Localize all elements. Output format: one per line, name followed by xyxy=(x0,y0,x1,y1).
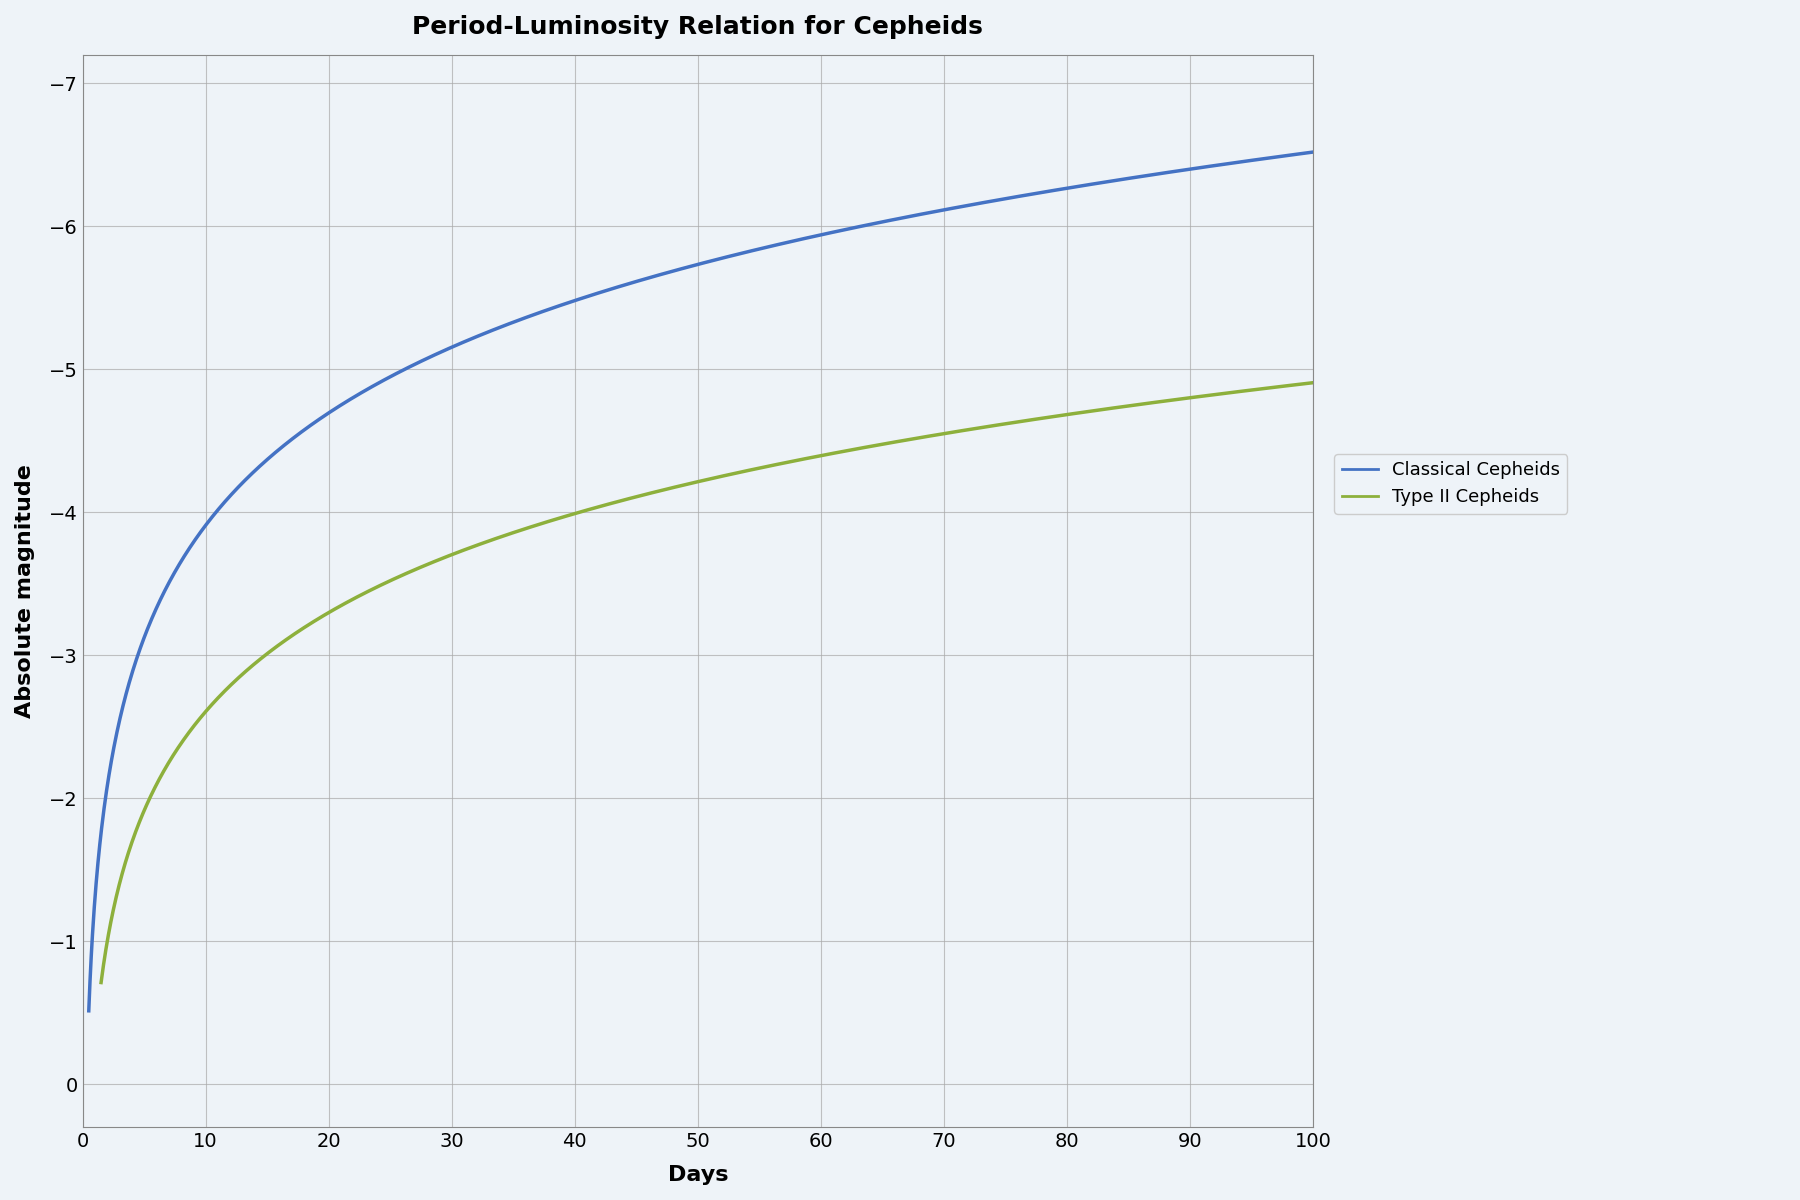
Type II Cepheids xyxy=(1044,409,1066,424)
Classical Cepheids xyxy=(673,260,695,275)
Classical Cepheids xyxy=(641,270,662,284)
Classical Cepheids xyxy=(1265,150,1287,164)
Type II Cepheids xyxy=(1267,379,1289,394)
Line: Classical Cepheids: Classical Cepheids xyxy=(88,152,1312,1010)
Classical Cepheids xyxy=(1042,184,1064,198)
Legend: Classical Cepheids, Type II Cepheids: Classical Cepheids, Type II Cepheids xyxy=(1334,454,1568,514)
Classical Cepheids xyxy=(77,1003,99,1018)
Type II Cepheids xyxy=(90,976,112,990)
Type II Cepheids xyxy=(680,476,702,491)
Type II Cepheids xyxy=(1267,379,1289,394)
X-axis label: Days: Days xyxy=(668,1165,727,1184)
Classical Cepheids xyxy=(1267,150,1289,164)
Type II Cepheids xyxy=(648,484,670,498)
Classical Cepheids xyxy=(140,613,162,628)
Title: Period-Luminosity Relation for Cepheids: Period-Luminosity Relation for Cepheids xyxy=(412,14,983,38)
Type II Cepheids xyxy=(1301,376,1323,390)
Classical Cepheids xyxy=(1301,145,1323,160)
Type II Cepheids xyxy=(153,766,175,780)
Y-axis label: Absolute magnitude: Absolute magnitude xyxy=(14,464,34,718)
Line: Type II Cepheids: Type II Cepheids xyxy=(101,383,1312,983)
